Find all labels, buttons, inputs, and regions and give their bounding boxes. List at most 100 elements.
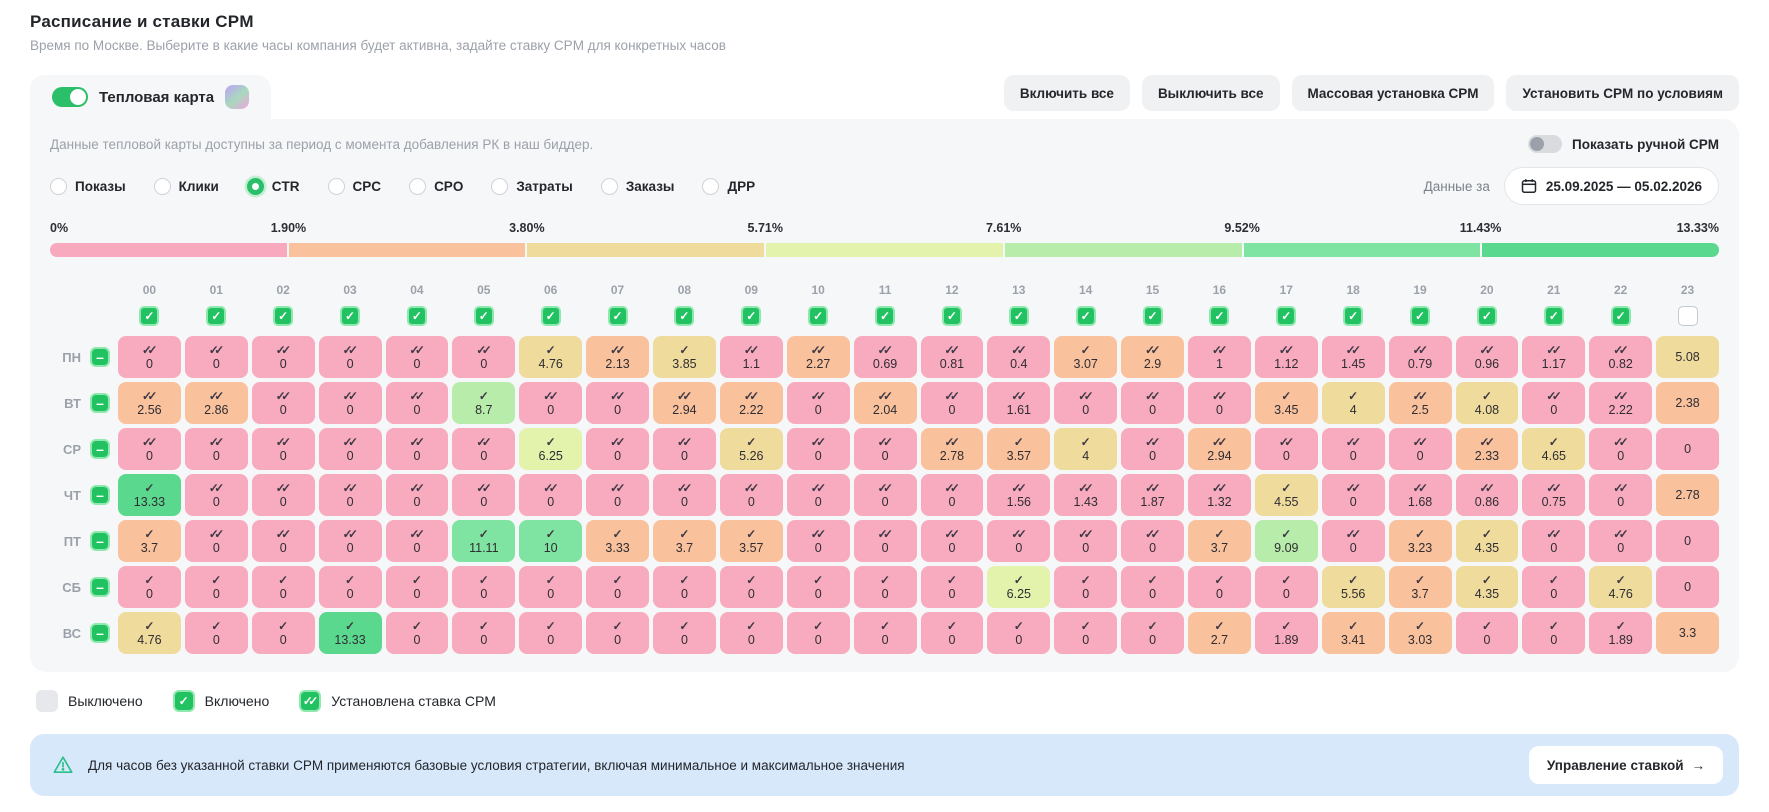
heat-cell-СБ-12[interactable]: ✓ 0 <box>920 566 984 608</box>
heat-cell-ВС-08[interactable]: ✓ 0 <box>653 612 716 654</box>
heat-cell-ВТ-01[interactable]: ✓✓ 2.86 <box>184 382 248 424</box>
heat-cell-ВТ-02[interactable]: ✓✓ 0 <box>251 382 315 424</box>
heat-cell-ПТ-01[interactable]: ✓✓ 0 <box>184 520 248 562</box>
heat-cell-ПН-06[interactable]: ✓ 4.76 <box>519 336 583 378</box>
heat-cell-ВС-20[interactable]: ✓ 0 <box>1455 612 1519 654</box>
heatmap-toggle[interactable] <box>52 87 88 107</box>
heat-cell-СР-23[interactable]: 0 <box>1656 428 1719 470</box>
heat-cell-ПН-01[interactable]: ✓✓ 0 <box>184 336 248 378</box>
heat-cell-СР-15[interactable]: ✓✓ 0 <box>1121 428 1184 470</box>
hour-checkbox-06[interactable]: ✓ <box>540 306 561 326</box>
heat-cell-ВС-06[interactable]: ✓ 0 <box>519 612 583 654</box>
heat-cell-ВТ-20[interactable]: ✓ 4.08 <box>1455 382 1519 424</box>
metric-option-дрр[interactable]: ДРР <box>702 177 755 195</box>
hour-checkbox-07[interactable]: ✓ <box>607 306 628 326</box>
heat-cell-СР-03[interactable]: ✓✓ 0 <box>318 428 382 470</box>
heat-cell-СР-02[interactable]: ✓✓ 0 <box>251 428 315 470</box>
toolbar-button-4[interactable]: Установить CPM по условиям <box>1506 75 1739 111</box>
heat-cell-СР-00[interactable]: ✓✓ 0 <box>118 428 181 470</box>
heat-cell-ЧТ-07[interactable]: ✓✓ 0 <box>586 474 649 516</box>
heat-cell-СР-21[interactable]: ✓ 4.65 <box>1522 428 1586 470</box>
hour-checkbox-13[interactable]: ✓ <box>1008 306 1029 326</box>
heat-cell-ВС-01[interactable]: ✓ 0 <box>184 612 248 654</box>
heat-cell-СБ-17[interactable]: ✓ 0 <box>1254 566 1318 608</box>
metric-option-затраты[interactable]: Затраты <box>491 177 573 195</box>
heat-cell-ЧТ-21[interactable]: ✓✓ 0.75 <box>1522 474 1586 516</box>
heat-cell-ВС-07[interactable]: ✓ 0 <box>586 612 649 654</box>
heat-cell-ВТ-15[interactable]: ✓✓ 0 <box>1121 382 1184 424</box>
heat-cell-СБ-15[interactable]: ✓ 0 <box>1121 566 1184 608</box>
heat-cell-ВС-13[interactable]: ✓ 0 <box>987 612 1051 654</box>
heat-cell-СР-19[interactable]: ✓✓ 0 <box>1388 428 1452 470</box>
heat-cell-СБ-02[interactable]: ✓ 0 <box>251 566 315 608</box>
heat-cell-ЧТ-11[interactable]: ✓✓ 0 <box>853 474 917 516</box>
heat-cell-ЧТ-12[interactable]: ✓✓ 0 <box>920 474 984 516</box>
heat-cell-ПТ-23[interactable]: 0 <box>1656 520 1719 562</box>
heat-cell-СБ-22[interactable]: ✓ 4.76 <box>1589 566 1653 608</box>
heat-cell-ПН-15[interactable]: ✓✓ 2.9 <box>1121 336 1184 378</box>
heat-cell-ВС-15[interactable]: ✓ 0 <box>1121 612 1184 654</box>
heat-cell-ВТ-17[interactable]: ✓ 3.45 <box>1254 382 1318 424</box>
metric-option-клики[interactable]: Клики <box>153 177 219 195</box>
heat-cell-ПН-18[interactable]: ✓✓ 1.45 <box>1321 336 1385 378</box>
heat-cell-ВТ-12[interactable]: ✓✓ 0 <box>920 382 984 424</box>
heat-cell-ВТ-22[interactable]: ✓✓ 2.22 <box>1589 382 1653 424</box>
heat-cell-СБ-00[interactable]: ✓ 0 <box>118 566 181 608</box>
heat-cell-СР-13[interactable]: ✓ 3.57 <box>987 428 1051 470</box>
heat-cell-ПН-23[interactable]: 5.08 <box>1656 336 1719 378</box>
heat-cell-ВС-16[interactable]: ✓ 2.7 <box>1188 612 1251 654</box>
day-toggle-button-СР[interactable]: – <box>90 439 110 459</box>
heat-cell-ВС-17[interactable]: ✓ 1.89 <box>1254 612 1318 654</box>
heat-cell-ЧТ-09[interactable]: ✓✓ 0 <box>719 474 783 516</box>
heat-cell-ВТ-19[interactable]: ✓✓ 2.5 <box>1388 382 1452 424</box>
heat-cell-СБ-14[interactable]: ✓ 0 <box>1054 566 1118 608</box>
hour-checkbox-20[interactable]: ✓ <box>1476 306 1497 326</box>
heat-cell-ПТ-03[interactable]: ✓✓ 0 <box>318 520 382 562</box>
heat-cell-ПН-04[interactable]: ✓✓ 0 <box>385 336 449 378</box>
heat-cell-ЧТ-00[interactable]: ✓ 13.33 <box>118 474 181 516</box>
heat-cell-ВТ-03[interactable]: ✓✓ 0 <box>318 382 382 424</box>
date-range-picker[interactable]: 25.09.2025 — 05.02.2026 <box>1503 167 1719 205</box>
heat-cell-ПТ-22[interactable]: ✓✓ 0 <box>1589 520 1653 562</box>
day-toggle-button-ПН[interactable]: – <box>90 347 110 367</box>
heat-cell-ПТ-14[interactable]: ✓✓ 0 <box>1054 520 1118 562</box>
manual-cpm-toggle[interactable] <box>1528 135 1563 153</box>
heat-cell-ЧТ-20[interactable]: ✓✓ 0.86 <box>1455 474 1519 516</box>
heat-cell-СБ-07[interactable]: ✓ 0 <box>586 566 649 608</box>
heat-cell-ЧТ-06[interactable]: ✓✓ 0 <box>519 474 583 516</box>
heat-cell-СБ-19[interactable]: ✓ 3.7 <box>1388 566 1452 608</box>
metric-option-cpo[interactable]: CPO <box>409 177 463 195</box>
heat-cell-ВС-21[interactable]: ✓ 0 <box>1522 612 1586 654</box>
heat-cell-СБ-20[interactable]: ✓ 4.35 <box>1455 566 1519 608</box>
heat-cell-ПТ-13[interactable]: ✓✓ 0 <box>987 520 1051 562</box>
heat-cell-ЧТ-08[interactable]: ✓✓ 0 <box>653 474 716 516</box>
heat-cell-ЧТ-19[interactable]: ✓✓ 1.68 <box>1388 474 1452 516</box>
heat-cell-ПН-14[interactable]: ✓ 3.07 <box>1054 336 1118 378</box>
heat-cell-ЧТ-18[interactable]: ✓✓ 0 <box>1321 474 1385 516</box>
heat-cell-ВС-04[interactable]: ✓ 0 <box>385 612 449 654</box>
day-toggle-button-ПТ[interactable]: – <box>90 531 110 551</box>
heat-cell-ПТ-04[interactable]: ✓✓ 0 <box>385 520 449 562</box>
heat-cell-ВС-14[interactable]: ✓ 0 <box>1054 612 1118 654</box>
heat-cell-ПТ-18[interactable]: ✓✓ 0 <box>1321 520 1385 562</box>
heat-cell-ВТ-11[interactable]: ✓✓ 2.04 <box>853 382 917 424</box>
heat-cell-ЧТ-02[interactable]: ✓✓ 0 <box>251 474 315 516</box>
heat-cell-ПН-02[interactable]: ✓✓ 0 <box>251 336 315 378</box>
heat-cell-ПН-17[interactable]: ✓✓ 1.12 <box>1254 336 1318 378</box>
heat-cell-ЧТ-05[interactable]: ✓✓ 0 <box>452 474 516 516</box>
heat-cell-СР-06[interactable]: ✓ 6.25 <box>519 428 583 470</box>
day-toggle-button-ВС[interactable]: – <box>90 623 110 643</box>
heat-cell-ПТ-11[interactable]: ✓✓ 0 <box>853 520 917 562</box>
hour-checkbox-16[interactable]: ✓ <box>1209 306 1230 326</box>
heat-cell-ВТ-18[interactable]: ✓ 4 <box>1321 382 1385 424</box>
heat-cell-ВТ-09[interactable]: ✓✓ 2.22 <box>719 382 783 424</box>
heat-cell-ПТ-21[interactable]: ✓✓ 0 <box>1522 520 1586 562</box>
heat-cell-СБ-05[interactable]: ✓ 0 <box>452 566 516 608</box>
heat-cell-ПТ-02[interactable]: ✓✓ 0 <box>251 520 315 562</box>
heat-cell-ПН-22[interactable]: ✓✓ 0.82 <box>1589 336 1653 378</box>
heat-cell-ПН-05[interactable]: ✓✓ 0 <box>452 336 516 378</box>
heat-cell-ПТ-09[interactable]: ✓ 3.57 <box>719 520 783 562</box>
heat-cell-СР-17[interactable]: ✓✓ 0 <box>1254 428 1318 470</box>
hour-checkbox-05[interactable]: ✓ <box>473 306 494 326</box>
heat-cell-ПН-11[interactable]: ✓✓ 0.69 <box>853 336 917 378</box>
